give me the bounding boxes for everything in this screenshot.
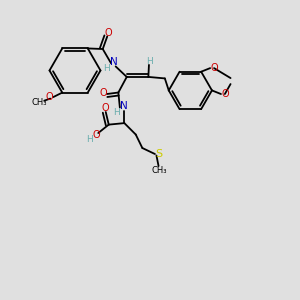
Text: O: O xyxy=(104,28,112,38)
Text: O: O xyxy=(221,89,229,99)
Text: H: H xyxy=(103,64,110,73)
Text: O: O xyxy=(102,103,110,113)
Text: CH₃: CH₃ xyxy=(32,98,47,107)
Text: CH₃: CH₃ xyxy=(152,166,167,175)
Text: H: H xyxy=(146,56,153,65)
Text: H: H xyxy=(113,108,120,117)
Text: O: O xyxy=(46,92,53,102)
Text: O: O xyxy=(99,88,107,98)
Text: O: O xyxy=(210,63,218,73)
Text: O: O xyxy=(92,130,100,140)
Text: N: N xyxy=(120,101,127,111)
Text: N: N xyxy=(110,57,117,67)
Text: S: S xyxy=(155,149,162,159)
Text: H: H xyxy=(86,134,93,143)
